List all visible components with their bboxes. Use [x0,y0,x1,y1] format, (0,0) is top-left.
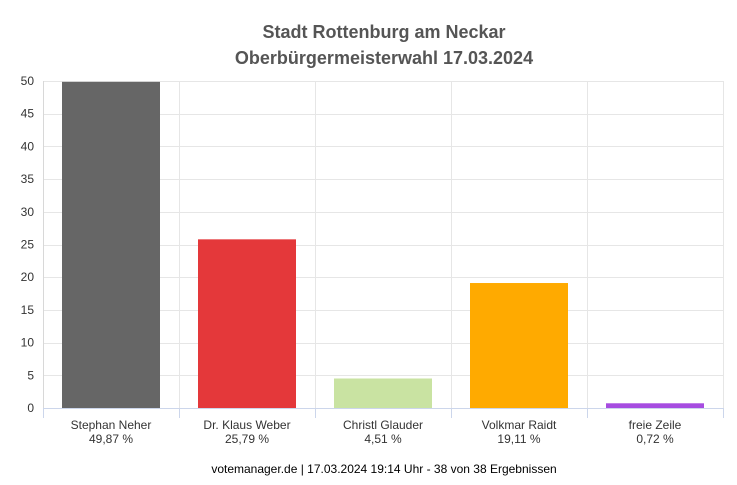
y-tick-label: 40 [21,139,35,153]
y-tick-label: 5 [27,368,34,382]
bar-2 [198,239,296,408]
chart-title-line-2: Oberbürgermeisterwahl 17.03.2024 [235,48,533,68]
x-category-label: freie Zeile [629,418,682,432]
bars [62,81,704,409]
bar-3 [334,378,432,408]
y-tick-label: 10 [21,336,35,350]
x-value-label: 25,79 % [225,432,269,446]
y-tick-label: 30 [21,205,35,219]
x-category-label: Dr. Klaus Weber [203,418,290,432]
x-category-label: Christl Glauder [343,418,423,432]
y-tick-label: 0 [27,401,34,415]
y-tick-label: 15 [21,303,35,317]
x-value-label: 49,87 % [89,432,133,446]
y-tick-label: 45 [21,107,35,121]
x-value-label: 0,72 % [636,432,674,446]
x-value-label: 4,51 % [364,432,402,446]
x-category-label: Stephan Neher [71,418,152,432]
footer-text: votemanager.de | 17.03.2024 19:14 Uhr - … [211,462,556,476]
axes: 0 5 10 15 20 25 30 35 40 45 50 [21,74,724,418]
bar-1 [62,81,160,409]
y-tick-label: 50 [21,74,35,88]
bar-5 [606,403,704,408]
y-tick-label: 20 [21,270,35,284]
y-tick-label: 25 [21,238,35,252]
y-tick-label: 35 [21,172,35,186]
bar-4 [470,283,568,408]
x-value-label: 19,11 % [497,432,540,446]
x-category-label: Volkmar Raidt [482,418,557,432]
chart-title-line-1: Stadt Rottenburg am Neckar [262,22,505,42]
